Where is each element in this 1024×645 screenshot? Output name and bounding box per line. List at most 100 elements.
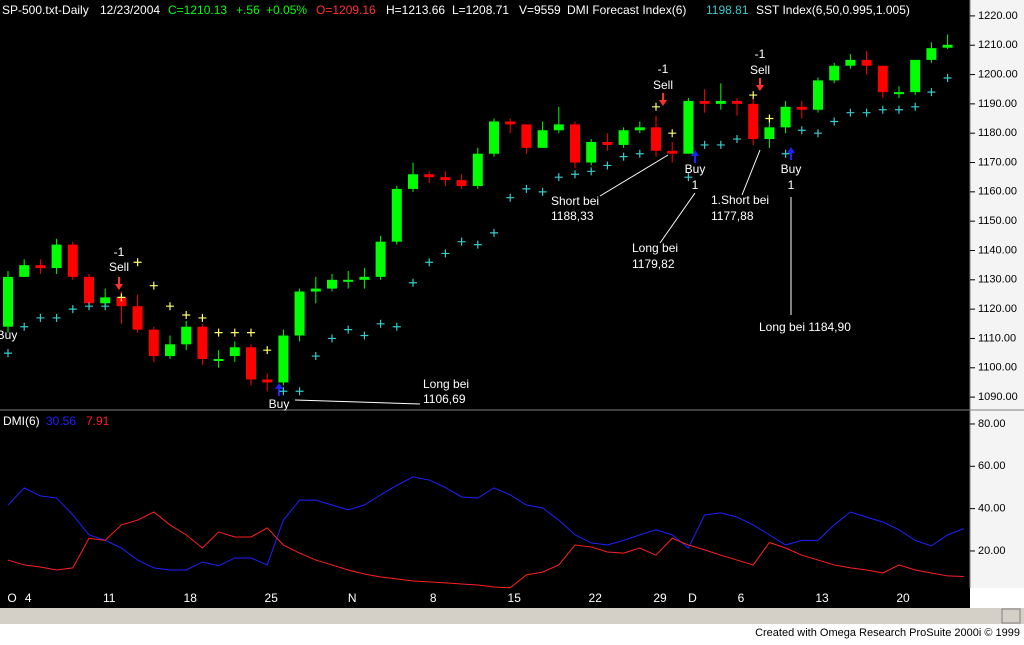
sst-marker — [927, 88, 936, 97]
candle-body — [537, 130, 548, 148]
sst-marker — [862, 108, 871, 117]
sst-marker — [441, 249, 450, 258]
candle-body — [327, 279, 337, 289]
y-tick-label: 1120.00 — [978, 303, 1017, 315]
candle-body — [926, 48, 937, 60]
header-item: SP-500.txt-Daily — [2, 3, 89, 17]
sst-marker — [700, 140, 709, 149]
candle-body — [910, 59, 921, 93]
candle-body — [67, 244, 78, 277]
sst-marker — [603, 161, 612, 170]
candle-body — [197, 326, 208, 359]
y-tick-label: 1140.00 — [978, 244, 1017, 256]
candle-body — [278, 335, 289, 383]
sst-marker — [457, 237, 466, 246]
scroll-thumb[interactable] — [1001, 608, 1021, 624]
header-item: H=1213.66 — [386, 3, 445, 17]
candle-body — [505, 121, 516, 125]
dmi-line — [7, 476, 964, 571]
annotation: Long bei — [632, 241, 678, 255]
candle-body — [651, 127, 661, 151]
y-tick-label: 1110.00 — [978, 332, 1016, 344]
candle-body — [100, 297, 111, 304]
sst-marker — [619, 152, 628, 161]
sst-marker — [668, 129, 677, 138]
candle-body — [489, 121, 499, 154]
sst-marker — [878, 105, 887, 114]
sst-marker — [182, 310, 191, 319]
sst-marker — [295, 387, 304, 396]
sell-arrow — [659, 93, 667, 106]
sst-marker — [376, 319, 385, 328]
sst-marker — [68, 305, 77, 314]
candle-body — [424, 174, 435, 178]
x-tick-label: 15 — [508, 591, 522, 605]
y-tick-label: 1220.00 — [978, 10, 1018, 22]
sst-marker — [85, 302, 93, 311]
candle-body — [262, 379, 273, 383]
candle-body — [132, 306, 143, 330]
sst-marker — [716, 140, 725, 149]
candle-body — [3, 276, 13, 327]
candle-body — [294, 291, 305, 336]
candle-body — [408, 174, 418, 189]
y-tick-label: 80.00 — [978, 418, 1006, 430]
candle-body — [942, 44, 953, 48]
sell-arrow — [756, 78, 764, 91]
candle-body — [602, 141, 613, 145]
pointer-line — [741, 149, 761, 196]
header-item: 12/23/2004 — [100, 3, 160, 17]
x-tick-label: 11 — [103, 591, 116, 605]
sst-marker — [587, 167, 596, 176]
sst-marker — [247, 328, 255, 337]
x-tick-label: N — [348, 591, 357, 605]
annotation: -1 — [114, 245, 125, 259]
candle-body — [829, 65, 840, 81]
y-tick-label: 1180.00 — [978, 127, 1017, 139]
candle-body — [246, 347, 256, 380]
y-tick-label: 1190.00 — [978, 98, 1017, 110]
annotation: Short bei — [551, 194, 599, 208]
annotation: Buy — [685, 162, 706, 176]
pointer-lines — [294, 149, 792, 405]
candle-body — [35, 265, 46, 269]
sst-marker — [20, 322, 29, 331]
candle-body — [699, 100, 710, 104]
header-sst-name: SST Index(6,50,0.995,1.005) — [756, 3, 910, 17]
sst-marker — [328, 334, 336, 343]
sst-marker — [198, 313, 207, 322]
annotation: Long bei — [423, 377, 469, 391]
candle-body — [894, 92, 904, 95]
annotation: Sell — [750, 63, 770, 77]
candle-body — [148, 329, 159, 357]
candle-body — [391, 188, 402, 242]
annotation: Buy — [269, 397, 290, 411]
footer: Created with Omega Research ProSuite 200… — [755, 627, 1020, 639]
annotation: Sell — [109, 260, 129, 274]
sst-marker — [506, 193, 515, 202]
candle-body — [440, 177, 451, 181]
candle-body — [586, 141, 597, 163]
sst-marker — [684, 173, 693, 182]
date-strip — [0, 588, 970, 608]
candle-body — [51, 244, 62, 269]
sst-marker — [797, 126, 806, 135]
sst-marker — [279, 387, 288, 396]
sst-marker — [101, 302, 110, 311]
candle-body — [181, 326, 192, 345]
header-item: +0.05% — [266, 3, 307, 17]
candle-body — [715, 100, 726, 104]
sst-marker — [490, 228, 498, 237]
candle-body — [861, 59, 872, 66]
sst-marker — [344, 325, 353, 334]
sst-marker — [765, 114, 774, 123]
scrollbar[interactable] — [0, 608, 1024, 624]
sst-marker — [4, 349, 12, 358]
pointer-line — [294, 399, 421, 405]
annotation: Buy — [781, 162, 802, 176]
x-tick-label: 4 — [25, 591, 32, 605]
sst-marker — [781, 149, 790, 158]
annotation: 1106,69 — [423, 392, 466, 406]
sst-marker — [230, 328, 239, 337]
